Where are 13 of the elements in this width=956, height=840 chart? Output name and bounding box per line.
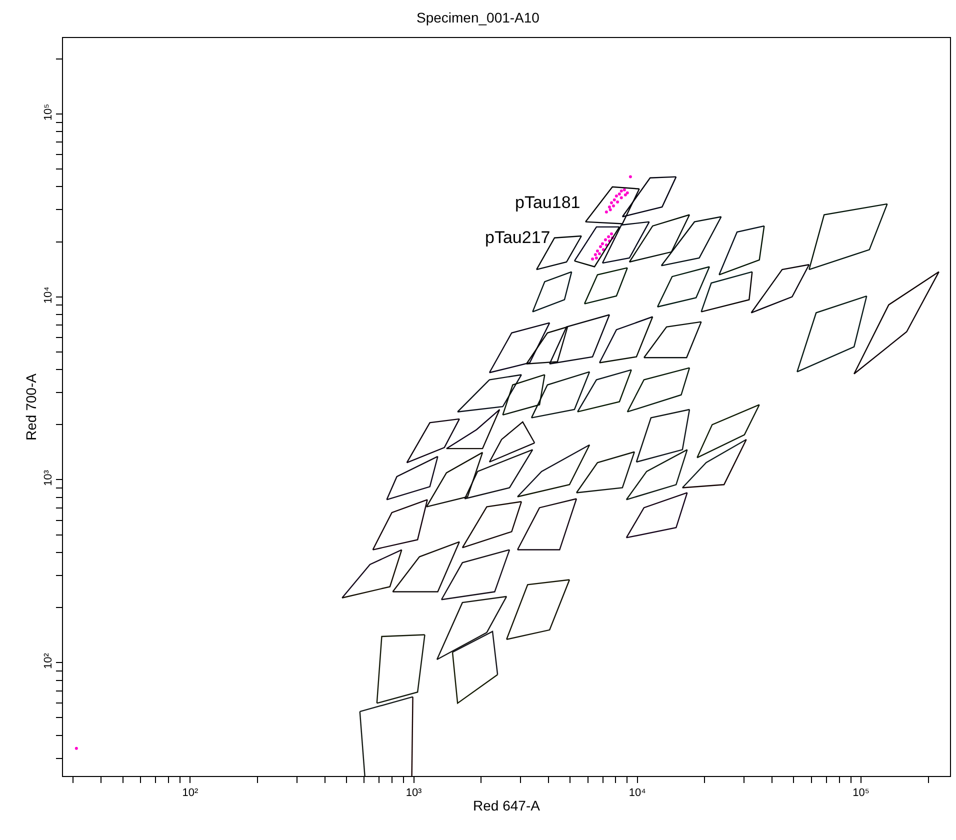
y-tick-label: 10⁵ [42,104,55,121]
y-axis-title: Red 700-A [23,372,40,440]
x-axis-title: Red 647-A [473,798,541,814]
annotation: pTau181 [515,193,580,212]
chart-title: Specimen_001-A10 [416,9,540,26]
x-tick-label: 10⁵ [852,787,870,800]
y-tick-label: 10⁴ [42,286,55,304]
annotation: pTau217 [485,228,550,247]
x-tick-label: 10³ [406,787,422,800]
x-tick-label: 10⁴ [628,787,646,800]
y-tick-label: 10³ [42,470,55,486]
x-tick-label: 10² [182,787,198,800]
y-tick-label: 10² [42,652,55,669]
